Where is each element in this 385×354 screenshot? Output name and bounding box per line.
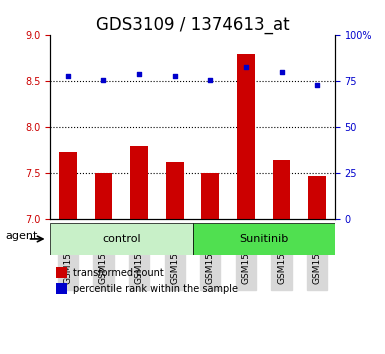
Point — [172, 73, 178, 79]
Bar — [192, 223, 335, 255]
Point — [314, 82, 320, 88]
Bar — [273, 160, 290, 219]
Bar — [130, 146, 148, 219]
Text: percentile rank within the sample: percentile rank within the sample — [73, 284, 238, 293]
Bar — [308, 176, 326, 219]
Point — [207, 77, 213, 82]
Point — [65, 73, 71, 79]
Point — [243, 64, 249, 69]
Text: agent: agent — [5, 231, 37, 241]
Point — [278, 69, 285, 75]
Bar — [166, 162, 184, 219]
Bar — [56, 283, 67, 294]
Bar — [237, 54, 255, 219]
Text: Sunitinib: Sunitinib — [239, 234, 288, 244]
Bar — [95, 173, 112, 219]
Bar — [50, 223, 192, 255]
Bar — [59, 152, 77, 219]
Point — [100, 77, 107, 82]
Bar — [201, 173, 219, 219]
Point — [136, 71, 142, 77]
Text: transformed count: transformed count — [73, 268, 164, 278]
Text: control: control — [102, 234, 141, 244]
Bar — [56, 267, 67, 278]
Title: GDS3109 / 1374613_at: GDS3109 / 1374613_at — [96, 16, 289, 34]
